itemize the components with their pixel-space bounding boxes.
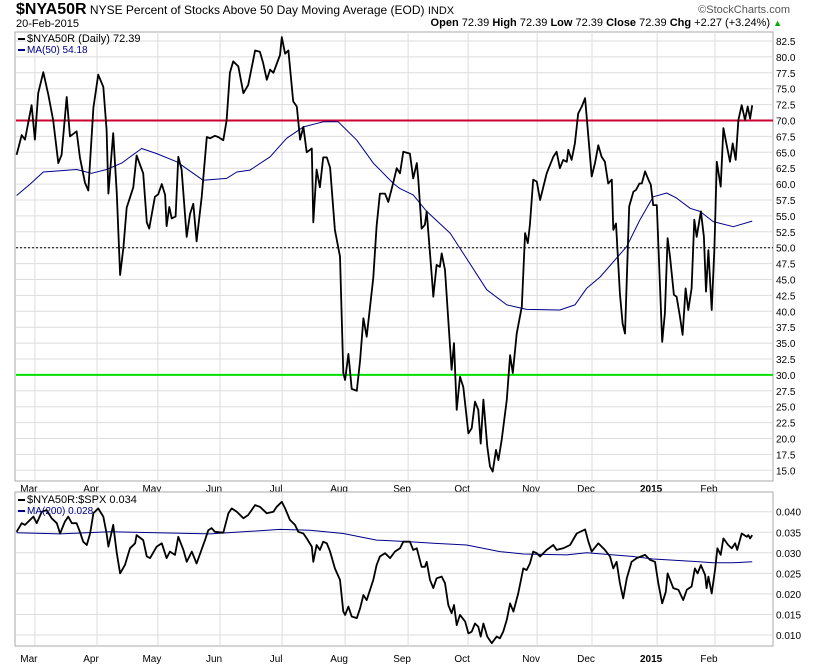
upper-x-tick-label: Oct — [454, 484, 470, 495]
upper-x-tick-label: Jul — [270, 484, 283, 495]
upper-y-tick-label: 67.5 — [776, 132, 796, 143]
close-label: Close — [606, 17, 637, 29]
upper-y-tick-label: 77.5 — [776, 69, 796, 80]
upper-y-tick-label: 82.5 — [776, 37, 796, 48]
upper-x-tick-label: Jun — [206, 484, 222, 495]
upper-y-tick-label: 52.5 — [776, 228, 796, 239]
upper-x-tick-label: Dec — [577, 484, 595, 495]
upper-legend-swatch-price — [18, 38, 25, 40]
low-value: 72.39 — [575, 17, 604, 29]
lower-x-tick-label: Apr — [83, 654, 99, 665]
ohlc-summary: Open 72.39 High 72.39 Low 72.39 Close 72… — [431, 17, 782, 29]
upper-y-tick-label: 75.0 — [776, 85, 796, 96]
lower-x-tick-label: May — [142, 654, 161, 665]
upper-y-tick-label: 50.0 — [776, 244, 796, 255]
upper-y-tick-label: 60.0 — [776, 180, 796, 191]
lower-y-tick-label: 0.030 — [776, 549, 801, 560]
upper-y-tick-label: 22.5 — [776, 419, 796, 430]
upper-y-tick-label: 42.5 — [776, 291, 796, 302]
lower-x-tick-label: Oct — [454, 654, 470, 665]
open-label: Open — [430, 17, 459, 29]
lower-x-tick-label: Jul — [270, 654, 283, 665]
lower-x-tick-label: 2015 — [640, 654, 663, 665]
upper-y-tick-label: 15.0 — [776, 466, 796, 477]
upper-y-tick-label: 72.5 — [776, 101, 796, 112]
upper-x-tick-label: Apr — [83, 484, 99, 495]
lower-y-tick-label: 0.025 — [776, 569, 801, 580]
upper-y-tick-label: 62.5 — [776, 164, 796, 175]
upper-y-tick-label: 47.5 — [776, 260, 796, 271]
lower-y-tick-label: 0.035 — [776, 528, 801, 539]
lower-x-tick-label: Mar — [20, 654, 38, 665]
watermark: ©StockCharts.com — [698, 4, 790, 16]
upper-y-tick-label: 17.5 — [776, 450, 796, 461]
upper-x-tick-label: 2015 — [640, 484, 663, 495]
upper-y-tick-label: 27.5 — [776, 387, 796, 398]
lower-x-tick-label: Jun — [206, 654, 222, 665]
lower-x-tick-label: Feb — [700, 654, 718, 665]
upper-legend-label: MA(50) 54.18 — [27, 45, 88, 56]
lower-x-tick-label: Nov — [522, 654, 540, 665]
lower-x-tick-label: Aug — [330, 654, 348, 665]
lower-legend-label: $NYA50R:$SPX 0.034 — [27, 494, 137, 506]
symbol: $NYA50R — [16, 1, 87, 18]
chart-date: 20-Feb-2015 — [16, 18, 79, 30]
upper-y-tick-label: 80.0 — [776, 53, 796, 64]
upper-x-tick-label: May — [142, 484, 161, 495]
upper-x-tick-label: Nov — [522, 484, 540, 495]
lower-series-price — [15, 500, 753, 645]
upper-y-tick-label: 45.0 — [776, 276, 796, 287]
lower-y-tick-label: 0.015 — [776, 610, 801, 621]
lower-legend-swatch-ma — [18, 510, 25, 512]
upper-y-tick-label: 40.0 — [776, 307, 796, 318]
upper-legend-swatch-ma — [18, 49, 25, 51]
low-label: Low — [550, 17, 573, 29]
upper-x-tick-label: Feb — [700, 484, 718, 495]
upper-legend-label: $NYA50R (Daily) 72.39 — [27, 33, 141, 45]
chg-value: +2.27 (+3.24%) — [694, 17, 771, 29]
upper-y-tick-label: 37.5 — [776, 323, 796, 334]
upper-x-tick-label: Aug — [330, 484, 348, 495]
lower-y-tick-label: 0.040 — [776, 508, 801, 519]
exchange: INDX — [427, 5, 455, 17]
high-value: 72.39 — [519, 17, 548, 29]
upper-x-tick-label: Sep — [393, 484, 411, 495]
close-value: 72.39 — [639, 17, 667, 29]
upper-y-tick-label: 55.0 — [776, 212, 796, 223]
chart-header-title: $NYA50R NYSE Percent of Stocks Above 50 … — [16, 1, 454, 19]
upper-y-tick-label: 30.0 — [776, 371, 796, 382]
lower-legend-swatch-price — [18, 499, 25, 501]
high-label: High — [492, 17, 517, 29]
upper-y-tick-label: 65.0 — [776, 148, 796, 159]
open-value: 72.39 — [461, 17, 490, 29]
upper-y-tick-label: 57.5 — [776, 196, 796, 207]
upper-series-price — [15, 36, 754, 473]
upper-x-tick-label: Mar — [20, 484, 38, 495]
upper-y-tick-label: 32.5 — [776, 355, 796, 366]
lower-x-tick-label: Sep — [393, 654, 411, 665]
lower-x-tick-label: Dec — [577, 654, 595, 665]
lower-panel-frame — [14, 491, 774, 647]
upper-y-tick-label: 20.0 — [776, 435, 796, 446]
chart-title: NYSE Percent of Stocks Above 50 Day Movi… — [89, 3, 425, 17]
lower-y-tick-label: 0.010 — [776, 631, 801, 642]
upper-panel-frame — [14, 31, 774, 482]
lower-y-tick-label: 0.020 — [776, 590, 801, 601]
lower-legend-label: MA(200) 0.028 — [27, 506, 94, 517]
upper-y-tick-label: 70.0 — [776, 117, 796, 128]
upper-y-tick-label: 35.0 — [776, 339, 796, 350]
upper-y-tick-label: 25.0 — [776, 403, 796, 414]
up-arrow-icon: ▲ — [773, 18, 782, 28]
chg-label: Chg — [669, 17, 692, 29]
lower-series-ma — [16, 528, 753, 564]
